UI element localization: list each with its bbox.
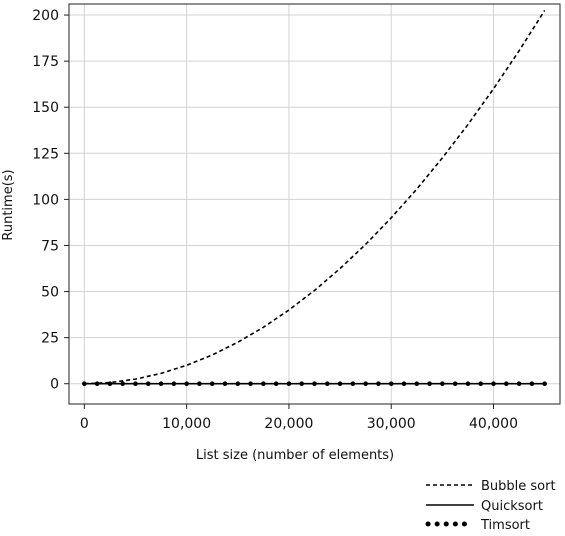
- series-timsort: [82, 381, 547, 387]
- timsort-point-9: [197, 381, 202, 387]
- x-tick-label-3: 30,000: [367, 416, 416, 432]
- timsort-point-7: [171, 381, 177, 387]
- timsort-point-17: [299, 381, 305, 387]
- y-axis-ticks: 0 25 50 75 100 125 150 175 200: [32, 8, 69, 393]
- timsort-point-8: [184, 381, 189, 387]
- timsort-point-11: [222, 381, 228, 387]
- timsort-point-28: [440, 381, 445, 387]
- timsort-point-1: [94, 381, 100, 387]
- timsort-point-27: [427, 381, 432, 387]
- timsort-point-12: [235, 381, 241, 387]
- timsort-point-3: [120, 381, 126, 387]
- plot-frame: [68, 3, 561, 405]
- timsort-point-35: [529, 381, 535, 387]
- y-tick-label-3: 75: [41, 238, 59, 254]
- legend-label-timsort: Timsort: [480, 518, 530, 533]
- legend-item-timsort: Timsort: [425, 518, 530, 533]
- y-tick-label-0: 0: [50, 377, 59, 393]
- timsort-point-26: [414, 381, 420, 387]
- timsort-point-6: [158, 381, 164, 387]
- timsort-point-33: [503, 381, 509, 387]
- timsort-point-14: [261, 381, 266, 387]
- y-tick-label-4: 100: [32, 192, 59, 208]
- series-layer: [82, 10, 547, 387]
- timsort-point-4: [133, 381, 138, 387]
- legend: Bubble sort Quicksort Timsort: [425, 479, 556, 533]
- grid-lines: [69, 4, 560, 404]
- x-axis-label: List size (number of elements): [196, 448, 394, 463]
- timsort-point-16: [286, 381, 292, 387]
- legend-item-bubble-sort: Bubble sort: [426, 479, 556, 494]
- x-axis-ticks: 0 10,000 20,000 30,000 40,000: [80, 404, 518, 432]
- legend-label-bubble-sort: Bubble sort: [481, 479, 556, 494]
- x-tick-label-0: 0: [80, 416, 89, 432]
- y-tick-label-5: 125: [32, 146, 59, 162]
- y-axis-label: Runtime(s): [1, 169, 16, 240]
- timsort-point-22: [363, 381, 368, 387]
- legend-item-quicksort: Quicksort: [426, 499, 543, 514]
- timsort-point-19: [324, 381, 330, 387]
- timsort-point-13: [248, 381, 253, 387]
- x-tick-label-2: 20,000: [264, 416, 313, 432]
- y-tick-label-8: 200: [32, 8, 59, 24]
- y-tick-label-6: 150: [32, 100, 59, 116]
- timsort-point-21: [350, 381, 356, 387]
- timsort-point-25: [401, 381, 407, 387]
- timsort-point-5: [145, 381, 151, 387]
- legend-label-quicksort: Quicksort: [481, 499, 543, 514]
- timsort-point-34: [516, 381, 522, 387]
- timsort-point-24: [388, 381, 394, 387]
- timsort-point-23: [376, 381, 381, 387]
- timsort-point-20: [337, 381, 343, 387]
- timsort-point-15: [273, 381, 279, 387]
- timsort-point-0: [82, 381, 87, 387]
- timsort-point-2: [107, 381, 113, 387]
- series-line-bubble-sort: [84, 10, 546, 385]
- timsort-point-29: [452, 381, 458, 387]
- x-tick-label-4: 40,000: [469, 416, 518, 432]
- timsort-point-30: [465, 381, 471, 387]
- timsort-point-10: [209, 381, 215, 387]
- timsort-point-36: [542, 381, 547, 387]
- y-tick-label-2: 50: [41, 285, 59, 301]
- timsort-point-32: [491, 381, 496, 387]
- timsort-point-18: [312, 381, 317, 387]
- y-tick-label-7: 175: [32, 54, 59, 70]
- x-tick-label-1: 10,000: [162, 416, 211, 432]
- timsort-point-31: [478, 381, 484, 387]
- y-tick-label-1: 25: [41, 331, 59, 347]
